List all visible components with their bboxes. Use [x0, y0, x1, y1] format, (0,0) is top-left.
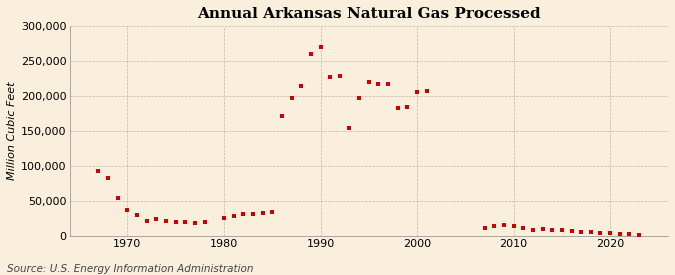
Point	[112, 195, 123, 200]
Point	[132, 213, 142, 217]
Point	[566, 229, 577, 233]
Point	[228, 214, 239, 218]
Point	[199, 220, 210, 224]
Point	[585, 230, 596, 234]
Point	[499, 223, 510, 227]
Point	[527, 228, 538, 233]
Point	[576, 230, 587, 234]
Point	[248, 212, 259, 216]
Point	[537, 227, 548, 231]
Point	[325, 75, 335, 79]
Point	[122, 208, 133, 212]
Point	[170, 220, 181, 224]
Point	[634, 232, 645, 237]
Point	[354, 96, 364, 100]
Point	[363, 80, 374, 84]
Point	[267, 209, 277, 214]
Point	[161, 218, 171, 223]
Point	[421, 89, 432, 94]
Text: Source: U.S. Energy Information Administration: Source: U.S. Energy Information Administ…	[7, 264, 253, 274]
Point	[103, 176, 113, 180]
Point	[412, 90, 423, 94]
Point	[479, 226, 490, 230]
Point	[257, 211, 268, 215]
Point	[296, 84, 306, 88]
Point	[93, 169, 104, 173]
Point	[595, 230, 606, 235]
Point	[190, 221, 200, 225]
Title: Annual Arkansas Natural Gas Processed: Annual Arkansas Natural Gas Processed	[197, 7, 541, 21]
Point	[334, 74, 345, 78]
Point	[277, 114, 288, 119]
Point	[238, 211, 248, 216]
Point	[344, 125, 355, 130]
Point	[518, 226, 529, 230]
Point	[605, 231, 616, 235]
Point	[151, 216, 162, 221]
Point	[180, 220, 191, 224]
Y-axis label: Million Cubic Feet: Million Cubic Feet	[7, 82, 17, 180]
Point	[219, 216, 230, 220]
Point	[556, 228, 567, 233]
Point	[402, 104, 413, 109]
Point	[286, 95, 297, 100]
Point	[306, 52, 317, 56]
Point	[547, 227, 558, 232]
Point	[614, 232, 625, 236]
Point	[141, 218, 152, 223]
Point	[383, 81, 394, 86]
Point	[373, 81, 384, 86]
Point	[508, 224, 519, 229]
Point	[624, 232, 635, 236]
Point	[489, 223, 500, 228]
Point	[315, 45, 326, 50]
Point	[392, 106, 403, 110]
